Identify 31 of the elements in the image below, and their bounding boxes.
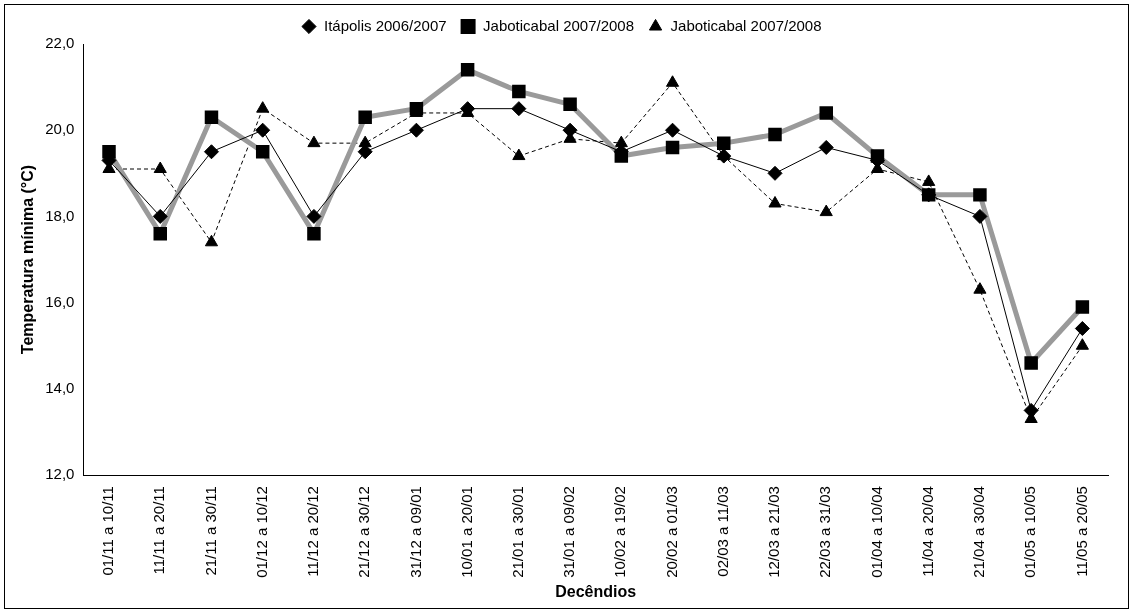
x-tick-label: 21/04 a 30/04: [970, 486, 988, 578]
y-tick-label: 22,0: [45, 34, 75, 52]
x-tick-label: 11/11 a 20/11: [150, 486, 168, 575]
x-tick-label: 11/04 a 20/04: [918, 486, 936, 577]
x-tick-label: 11/05 a 20/05: [1072, 486, 1090, 577]
x-tick-label: 21/12 a 30/12: [355, 486, 373, 578]
legend-label: Jaboticabal 2007/2008: [670, 16, 822, 34]
x-tick-label: 02/03 a 11/03: [713, 486, 731, 577]
x-tick-label: 11/12 a 20/12: [304, 486, 322, 577]
x-tick-label: 12/03 a 21/03: [765, 486, 783, 578]
x-tick-label: 10/01 a 20/01: [457, 486, 475, 578]
x-tick-label: 22/03 a 31/03: [816, 486, 834, 578]
x-tick-label: 21/01 a 30/01: [508, 486, 526, 578]
y-tick-label: 20,0: [45, 120, 75, 138]
x-tick-label: 31/01 a 09/02: [560, 486, 578, 578]
x-tick-label: 20/02 a 01/03: [662, 486, 680, 578]
y-tick-label: 18,0: [45, 206, 75, 224]
x-axis-title: Decêndios: [555, 582, 637, 600]
x-tick-label: 01/05 a 10/05: [1021, 486, 1039, 578]
x-tick-label: 01/12 a 10/12: [252, 486, 270, 578]
y-tick-label: 12,0: [45, 465, 75, 483]
x-tick-label: 01/04 a 10/04: [867, 486, 885, 578]
x-tick-label: 10/02 a 19/02: [611, 486, 629, 578]
x-tick-label: 21/11 a 30/11: [201, 486, 219, 576]
x-tick-label: 31/12 a 09/01: [406, 486, 424, 578]
y-axis-title: Temperatura mínima (°C): [19, 164, 37, 355]
y-tick-label: 16,0: [45, 292, 75, 310]
legend-label: Itápolis 2006/2007: [323, 16, 447, 34]
x-tick-label: 01/11 a 10/11: [99, 486, 117, 576]
y-tick-label: 14,0: [45, 378, 75, 396]
legend-label: Jaboticabal 2007/2008: [483, 16, 635, 34]
